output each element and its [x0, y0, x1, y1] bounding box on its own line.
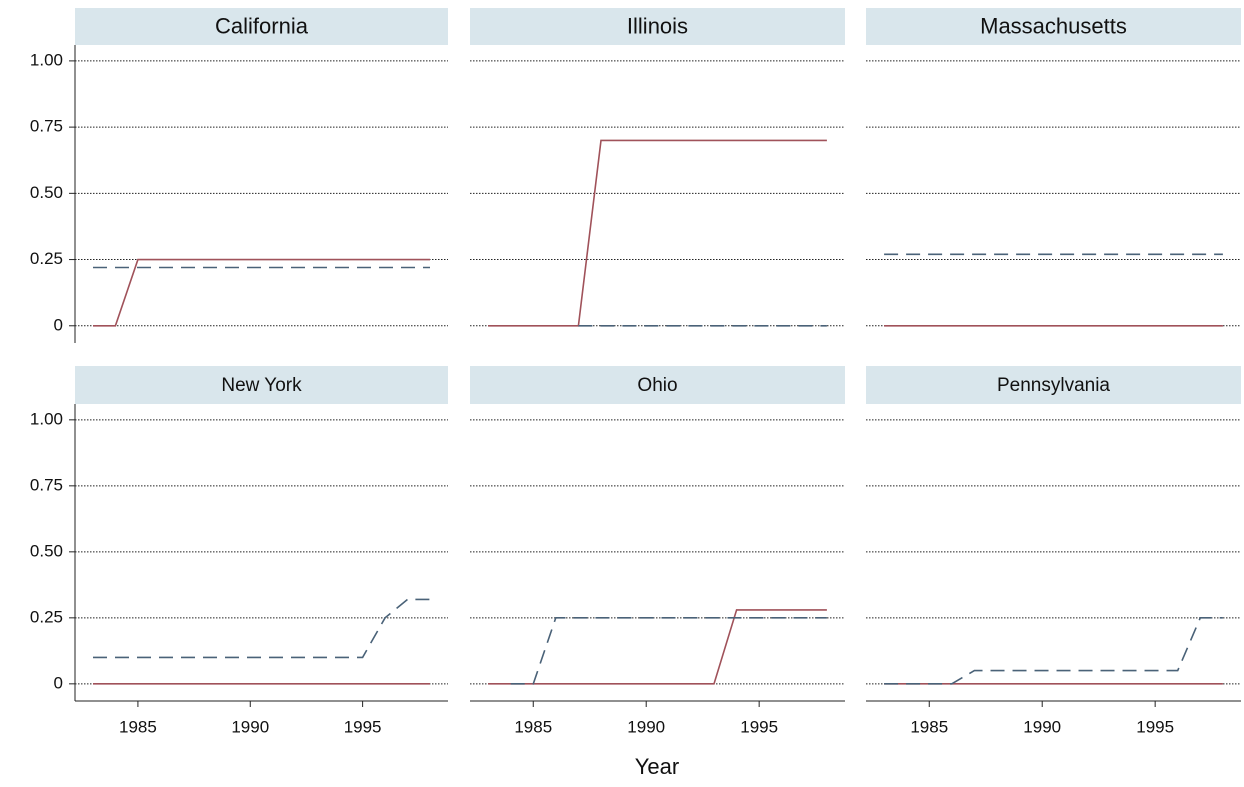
y-tick-label: 0.25 [30, 249, 63, 268]
y-tick-label: 1.00 [30, 409, 63, 428]
x-tick-label: 1990 [627, 717, 665, 736]
panel-title: New York [221, 375, 302, 396]
series-line [488, 139, 827, 327]
panel-title: Ohio [637, 375, 677, 396]
series-line [884, 617, 1223, 685]
y-tick-label: 0.50 [30, 183, 63, 202]
strip [75, 8, 448, 45]
panel-title: Illinois [627, 13, 688, 38]
strip [470, 366, 845, 404]
strip [470, 8, 845, 45]
x-tick-label: 1995 [740, 717, 778, 736]
strip [866, 8, 1241, 45]
x-axis-label: Year [635, 754, 679, 779]
y-tick-label: 0.75 [30, 117, 63, 136]
x-tick-label: 1995 [344, 717, 382, 736]
x-tick-label: 1990 [231, 717, 269, 736]
y-tick-label: 0.50 [30, 541, 63, 560]
y-tick-label: 0.25 [30, 607, 63, 626]
panel-title: California [215, 13, 309, 38]
series-line [510, 617, 827, 685]
strip [75, 366, 448, 404]
series-line [93, 598, 430, 659]
strip [866, 366, 1241, 404]
x-tick-label: 1995 [1136, 717, 1174, 736]
y-tick-label: 0 [54, 315, 63, 334]
y-tick-label: 0.75 [30, 475, 63, 494]
panel-title: Pennsylvania [997, 375, 1110, 396]
y-tick-label: 1.00 [30, 50, 63, 69]
series-line [488, 609, 827, 685]
x-tick-label: 1990 [1023, 717, 1061, 736]
x-tick-label: 1985 [910, 717, 948, 736]
y-tick-label: 0 [54, 673, 63, 692]
x-tick-label: 1985 [514, 717, 552, 736]
panel-title: Massachusetts [980, 13, 1127, 38]
x-tick-label: 1985 [119, 717, 157, 736]
series-line [93, 258, 430, 327]
